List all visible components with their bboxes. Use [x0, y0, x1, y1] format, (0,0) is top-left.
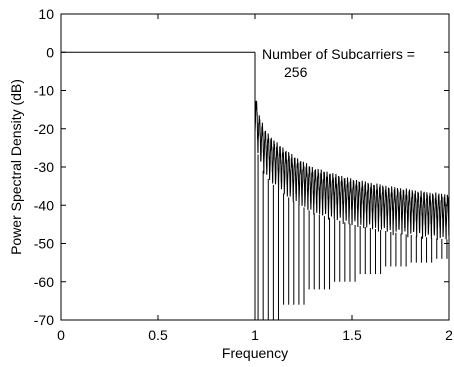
axis-ticks — [60, 13, 450, 321]
y-axis-label: Power Spectral Density (dB) — [8, 79, 24, 255]
y-tick-label: -40 — [34, 197, 54, 213]
y-tick-label: -60 — [34, 274, 54, 290]
y-tick-label: -50 — [34, 236, 54, 252]
y-tick-label: -10 — [34, 83, 54, 99]
x-tick-label: 1 — [251, 327, 259, 343]
x-tick-label: 0.5 — [148, 327, 168, 343]
annotation-line-2: 256 — [284, 64, 308, 80]
x-tick-label: 1.5 — [342, 327, 362, 343]
y-tick-label: -20 — [34, 121, 54, 137]
y-tick-label: -70 — [34, 312, 54, 328]
y-tick-label: -30 — [34, 159, 54, 175]
y-tick-label: 0 — [46, 44, 54, 60]
x-axis-label: Frequency — [222, 345, 288, 361]
annotation-line-1: Number of Subcarriers = — [262, 46, 415, 62]
x-tick-label: 2 — [445, 327, 453, 343]
x-tick-label: 0 — [57, 327, 65, 343]
psd-series — [61, 51, 450, 320]
y-tick-label: 10 — [38, 6, 54, 22]
tick-labels: 0 0.5 1 1.5 2 10 0 -10 -20 -30 -40 -50 -60 -70 — [34, 6, 453, 343]
